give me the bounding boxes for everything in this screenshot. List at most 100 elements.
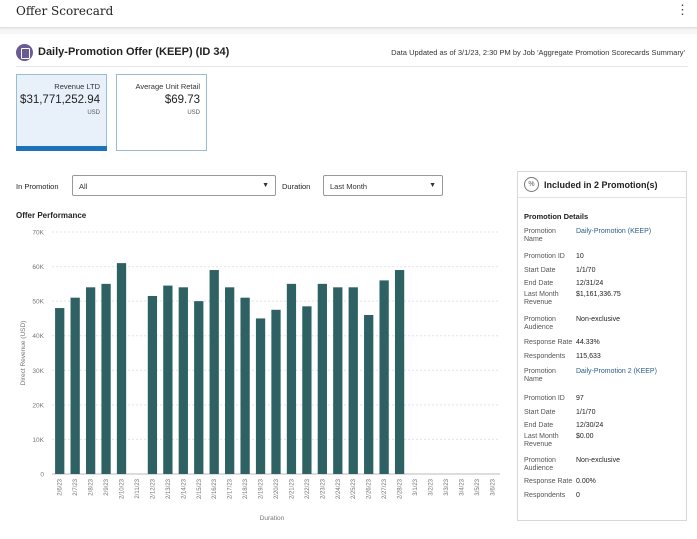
detail-key: End Date [524, 422, 554, 429]
more-options-icon[interactable]: ⋮ [676, 2, 689, 17]
x-tick-label: 2/14/23 [181, 478, 187, 499]
metric-label: Revenue LTD [54, 82, 100, 91]
detail-value: Non-exclusive [576, 457, 620, 464]
metric-card-average-unit-retail[interactable]: Average Unit Retail $69.73 USD [116, 74, 207, 151]
offer-icon [16, 44, 33, 61]
x-tick-label: 3/3/23 [444, 478, 450, 495]
bar [379, 280, 389, 474]
y-tick-label: 60K [32, 264, 44, 271]
promotion-details-title: Promotion Details [524, 212, 589, 221]
detail-key: Respondents [524, 492, 566, 499]
detail-key: Last Month Revenue [524, 291, 559, 306]
y-tick-label: 40K [32, 333, 44, 340]
detail-value: 10 [576, 253, 584, 260]
bar [271, 309, 281, 474]
bar [85, 287, 96, 474]
y-tick-label: 0 [40, 472, 44, 479]
y-tick-label: 70K [32, 230, 44, 237]
bar [209, 270, 219, 474]
selected-indicator [16, 146, 107, 151]
x-tick-label: 2/11/23 [135, 478, 141, 498]
app-title: Offer Scorecard [16, 4, 114, 18]
bar [240, 297, 250, 474]
metric-value: $31,771,252.94 [20, 94, 100, 106]
detail-key: Start Date [524, 409, 556, 416]
side-panel-title: Included in 2 Promotion(s) [544, 180, 658, 190]
detail-value: 1/1/70 [576, 267, 596, 274]
x-tick-label: 2/17/23 [228, 478, 234, 499]
x-tick-label: 3/4/23 [459, 478, 465, 495]
detail-value: 12/31/24 [576, 280, 604, 287]
detail-value: 12/30/24 [576, 422, 604, 429]
bar [333, 287, 343, 474]
metric-unit: USD [187, 110, 200, 116]
bar [225, 287, 235, 474]
duration-select[interactable]: Last Month ▼ [323, 175, 443, 196]
detail-value: 0 [576, 492, 580, 499]
detail-key: Promotion Audience [524, 316, 556, 331]
promotion-icon: % [524, 177, 539, 192]
metric-card-revenue-ltd[interactable]: Revenue LTD $31,771,252.94 USD [16, 74, 107, 151]
detail-key: Promotion Name [524, 228, 556, 243]
detail-key: Promotion ID [524, 253, 565, 260]
detail-value: Non-exclusive [576, 316, 620, 323]
detail-key: Start Date [524, 267, 556, 274]
in-promotion-label: In Promotion [16, 182, 59, 191]
offer-title: Daily-Promotion Offer (KEEP) (ID 34) [38, 46, 230, 58]
detail-value: 115,633 [576, 353, 601, 360]
y-tick-label: 50K [32, 299, 44, 306]
x-tick-label: 3/2/23 [428, 478, 434, 495]
chevron-down-icon: ▼ [429, 182, 436, 189]
bar [163, 285, 173, 474]
x-tick-label: 2/6/23 [58, 478, 64, 495]
metric-value: $69.73 [164, 94, 200, 106]
x-tick-label: 2/27/23 [382, 478, 388, 499]
bar [394, 270, 405, 474]
detail-key: Promotion ID [524, 395, 565, 402]
x-tick-label: 2/19/23 [259, 478, 265, 499]
detail-value: $1,161,336.75 [576, 291, 621, 298]
promotion-name-link[interactable]: Daily-Promotion 2 (KEEP) [576, 368, 657, 375]
bar [255, 318, 266, 474]
bar [286, 283, 297, 474]
detail-key: Response Rate [524, 339, 573, 346]
in-promotion-select[interactable]: All ▼ [72, 175, 276, 196]
chevron-down-icon: ▼ [262, 182, 269, 189]
bar [70, 297, 80, 474]
y-tick-label: 30K [32, 368, 44, 375]
detail-key: Respondents [524, 353, 566, 360]
detail-value: 44.33% [576, 339, 600, 346]
offer-performance-chart: 0 10K 20K 30K 40K 50K 60K 70K Direct Revenue (US… [20, 230, 500, 522]
detail-value: $0.00 [576, 433, 594, 440]
x-tick-label: 2/16/23 [212, 478, 218, 499]
x-tick-label: 2/21/23 [289, 478, 295, 499]
bar [317, 283, 327, 474]
bar [55, 308, 65, 474]
bar [101, 283, 111, 474]
x-tick-label: 2/12/23 [150, 478, 156, 499]
y-tick-label: 20K [32, 402, 44, 409]
x-tick-label: 2/18/23 [243, 478, 249, 499]
x-tick-label: 2/7/23 [73, 478, 79, 495]
duration-label: Duration [282, 182, 311, 191]
detail-key: Promotion Audience [524, 457, 556, 472]
duration-value: Last Month [330, 182, 368, 191]
side-panel-header: % Included in 2 Promotion(s) [518, 172, 686, 198]
bar [194, 301, 204, 474]
detail-value: 97 [576, 395, 584, 402]
x-tick-label: 2/13/23 [166, 478, 172, 499]
metric-unit: USD [87, 110, 100, 116]
detail-value: 0.00% [576, 478, 596, 485]
promotion-side-panel: % Included in 2 Promotion(s) Promotion D… [517, 171, 687, 521]
x-tick-label: 2/28/23 [398, 478, 404, 499]
chart-title: Offer Performance [16, 211, 87, 220]
x-tick-label: 2/20/23 [274, 478, 280, 499]
promotion-name-link[interactable]: Daily-Promotion (KEEP) [576, 228, 652, 235]
x-tick-label: 2/22/23 [305, 478, 311, 499]
bar [302, 306, 312, 474]
x-tick-label: 2/8/23 [89, 478, 95, 495]
x-tick-label: 2/9/23 [104, 478, 110, 495]
app-header: Offer Scorecard ⋮ [0, 0, 697, 28]
divider [16, 66, 688, 67]
detail-key: Last Month Revenue [524, 433, 559, 448]
